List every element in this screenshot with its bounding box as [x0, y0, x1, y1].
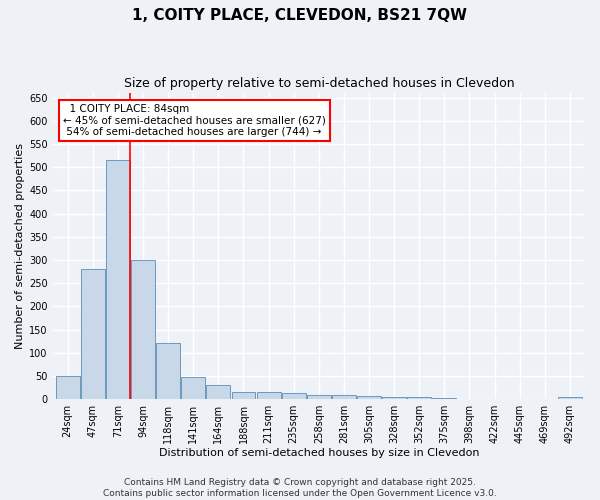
Bar — [357, 396, 381, 399]
Bar — [81, 270, 105, 399]
Bar — [206, 385, 230, 399]
Bar — [382, 397, 406, 399]
Text: 1, COITY PLACE, CLEVEDON, BS21 7QW: 1, COITY PLACE, CLEVEDON, BS21 7QW — [133, 8, 467, 22]
Bar — [307, 396, 331, 399]
Bar — [282, 393, 305, 399]
Bar — [407, 397, 431, 399]
Text: 1 COITY PLACE: 84sqm  
← 45% of semi-detached houses are smaller (627)
 54% of s: 1 COITY PLACE: 84sqm ← 45% of semi-detac… — [63, 104, 326, 137]
Bar — [131, 260, 155, 399]
Bar — [156, 344, 180, 399]
Title: Size of property relative to semi-detached houses in Clevedon: Size of property relative to semi-detach… — [124, 78, 514, 90]
Bar — [433, 398, 457, 399]
Bar — [257, 392, 281, 399]
Bar — [106, 160, 130, 399]
Bar — [56, 376, 80, 399]
Bar — [232, 392, 256, 399]
Y-axis label: Number of semi-detached properties: Number of semi-detached properties — [15, 143, 25, 349]
Text: Contains HM Land Registry data © Crown copyright and database right 2025.
Contai: Contains HM Land Registry data © Crown c… — [103, 478, 497, 498]
X-axis label: Distribution of semi-detached houses by size in Clevedon: Distribution of semi-detached houses by … — [158, 448, 479, 458]
Bar — [558, 397, 582, 399]
Bar — [181, 378, 205, 399]
Bar — [332, 396, 356, 399]
